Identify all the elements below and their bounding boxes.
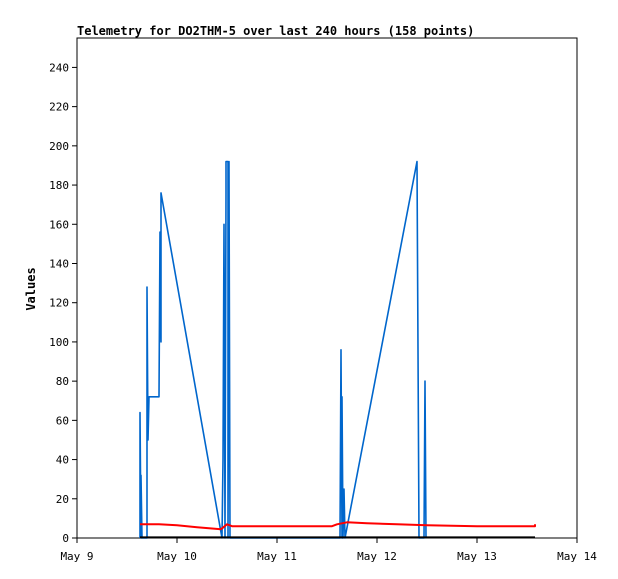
x-tick-label: May 11: [257, 550, 297, 563]
x-tick-label: May 13: [457, 550, 497, 563]
series-line-2: [140, 521, 536, 531]
x-tick-label: May 9: [60, 550, 93, 563]
x-axis: May 9 May 10 May 11 May 12 May 13 May 14: [60, 538, 597, 563]
chart-title: Telemetry for DO2THM-5 over last 240 hou…: [77, 24, 474, 38]
y-tick-label: 200: [49, 140, 69, 153]
y-tick-label: 160: [49, 218, 69, 231]
y-axis: 0 20 40 60 80 100 120 140 160 180 200 220 240: [49, 61, 77, 545]
y-tick-label: 60: [56, 414, 69, 427]
plot-frame: [76, 37, 578, 539]
y-tick-label: 0: [62, 532, 69, 545]
y-tick-label: 180: [49, 179, 69, 192]
x-tick-label: May 14: [557, 550, 597, 563]
series-line-1: [139, 160, 427, 539]
x-tick-label: May 10: [157, 550, 197, 563]
y-tick-label: 240: [49, 61, 69, 74]
y-tick-label: 100: [49, 336, 69, 349]
y-axis-label: Values: [24, 267, 38, 310]
x-tick-label: May 12: [357, 550, 397, 563]
y-tick-label: 120: [49, 297, 69, 310]
y-tick-label: 140: [49, 257, 69, 270]
y-tick-label: 20: [56, 493, 69, 506]
y-tick-label: 220: [49, 101, 69, 114]
y-tick-label: 80: [56, 375, 69, 388]
series-layer: [139, 160, 536, 539]
y-tick-label: 40: [56, 454, 69, 467]
